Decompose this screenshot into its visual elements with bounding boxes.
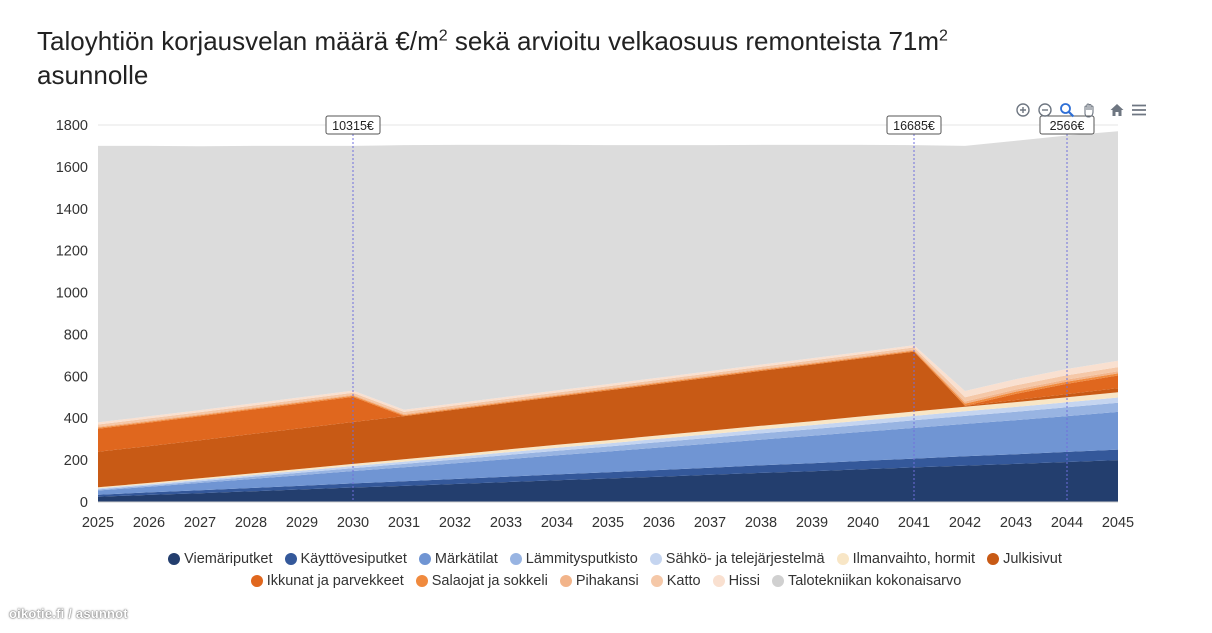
legend-item[interactable]: Hissi [712, 573, 760, 589]
y-tick-label: 1200 [56, 244, 88, 260]
legend-item[interactable]: Lämmitysputkisto [509, 551, 638, 567]
series-salaojat-ja-sokkeli-area [98, 350, 1118, 429]
series-käyttövesiputket-area [98, 449, 1118, 497]
legend-marker [650, 575, 663, 587]
legend-label: Ilmanvaihto, hormit [852, 551, 976, 567]
legend-label: Salaojat ja sokkeli [431, 573, 548, 589]
legend-item[interactable]: Sähkö- ja telejärjestelmä [649, 551, 825, 567]
pan-hand-icon[interactable] [1080, 101, 1098, 119]
y-tick-label: 800 [64, 327, 88, 343]
x-tick-label: 2027 [184, 515, 216, 531]
legend-marker [415, 575, 428, 587]
y-tick-label: 1600 [56, 160, 88, 176]
y-tick-label: 1400 [56, 202, 88, 218]
legend-label: Hissi [728, 573, 760, 589]
series-julkisivut-area [98, 351, 1118, 488]
annotation-label: 10315€ [332, 119, 374, 133]
y-tick-label: 1800 [56, 118, 88, 134]
legend-item[interactable]: Viemäriputket [168, 551, 273, 567]
legend-marker [771, 575, 784, 587]
y-tick-label: 400 [64, 411, 88, 427]
x-tick-label: 2034 [541, 515, 573, 531]
x-tick-label: 2031 [388, 515, 420, 531]
zoom-select-icon[interactable] [1058, 101, 1076, 119]
legend-item[interactable]: Ikkunat ja parvekkeet [250, 573, 404, 589]
x-tick-label: 2035 [592, 515, 624, 531]
x-tick-label: 2032 [439, 515, 471, 531]
y-tick-label: 200 [64, 453, 88, 469]
chart-legend: Viemäriputket Käyttövesiputket Märkätilat L… [0, 548, 1212, 592]
legend-marker [284, 553, 297, 565]
legend-label: Märkätilat [434, 551, 498, 567]
chart-title: Taloyhtiön korjausvelan määrä €/m2 sekä … [37, 26, 948, 90]
legend-item[interactable]: Pihakansi [559, 573, 639, 589]
home-reset-icon[interactable] [1108, 101, 1126, 119]
menu-icon[interactable] [1130, 101, 1148, 119]
annotation-label: 2566€ [1050, 119, 1085, 133]
watermark: oikotie.fi / asunnot [9, 606, 128, 621]
series-ilmanvaihto-hormit-area [98, 392, 1118, 489]
legend-label: Viemäriputket [184, 551, 273, 567]
legend-item[interactable]: Julkisivut [987, 551, 1062, 567]
series-hissi-area [98, 345, 1118, 425]
legend-item[interactable]: Käyttövesiputket [284, 551, 407, 567]
x-tick-label: 2039 [796, 515, 828, 531]
legend-marker [712, 575, 725, 587]
annotation-box [325, 115, 381, 135]
zoom-in-icon[interactable] [1014, 101, 1032, 119]
x-tick-label: 2043 [1000, 515, 1032, 531]
x-tick-label: 2025 [82, 515, 114, 531]
x-tick-label: 2030 [337, 515, 369, 531]
x-tick-label: 2033 [490, 515, 522, 531]
legend-marker [168, 553, 181, 565]
series-katto-area [98, 347, 1118, 427]
x-tick-label: 2044 [1051, 515, 1083, 531]
annotation-box [1039, 115, 1095, 135]
legend-label: Pihakansi [575, 573, 639, 589]
legend-marker [418, 553, 431, 565]
x-tick-label: 2041 [898, 515, 930, 531]
legend-label: Ikkunat ja parvekkeet [266, 573, 404, 589]
series-pihakansi-area [98, 349, 1118, 428]
legend-item[interactable]: Salaojat ja sokkeli [415, 573, 548, 589]
y-tick-label: 1000 [56, 286, 88, 302]
legend-marker [509, 553, 522, 565]
annotation-box [886, 115, 942, 135]
x-tick-label: 2028 [235, 515, 267, 531]
legend-label: Lämmitysputkisto [525, 551, 638, 567]
legend-marker [559, 575, 572, 587]
x-tick-label: 2040 [847, 515, 879, 531]
legend-marker [649, 553, 662, 565]
x-tick-label: 2037 [694, 515, 726, 531]
x-tick-label: 2038 [745, 515, 777, 531]
legend-item[interactable]: Märkätilat [418, 551, 498, 567]
legend-item[interactable]: Talotekniikan kokonaisarvo [771, 573, 962, 589]
legend-marker [836, 553, 849, 565]
series-lämmitysputkisto-area [98, 402, 1118, 491]
chart-toolbar [1014, 100, 1148, 120]
annotation-label: 16685€ [893, 119, 935, 133]
x-tick-label: 2042 [949, 515, 981, 531]
series-talotekniikan-kokonaisarvo-area [98, 131, 1118, 423]
legend-marker [987, 553, 1000, 565]
legend-label: Käyttövesiputket [300, 551, 407, 567]
legend-label: Julkisivut [1003, 551, 1062, 567]
y-tick-label: 0 [80, 495, 88, 511]
x-tick-label: 2036 [643, 515, 675, 531]
stacked-area-chart: 10315€ 16685€ 2566€ 0 200 400 600 800 1000 1200 1… [56, 115, 1134, 531]
legend-item[interactable]: Ilmanvaihto, hormit [836, 551, 976, 567]
x-tick-label: 2026 [133, 515, 165, 531]
legend-label: Katto [666, 573, 701, 589]
zoom-out-icon[interactable] [1036, 101, 1054, 119]
legend-item[interactable]: Katto [650, 573, 701, 589]
legend-label: Sähkö- ja telejärjestelmä [665, 551, 825, 567]
legend-label: Talotekniikan kokonaisarvo [787, 573, 962, 589]
x-tick-label: 2029 [286, 515, 318, 531]
legend-marker [250, 575, 263, 587]
x-tick-label: 2045 [1102, 515, 1134, 531]
y-tick-label: 600 [64, 369, 88, 385]
